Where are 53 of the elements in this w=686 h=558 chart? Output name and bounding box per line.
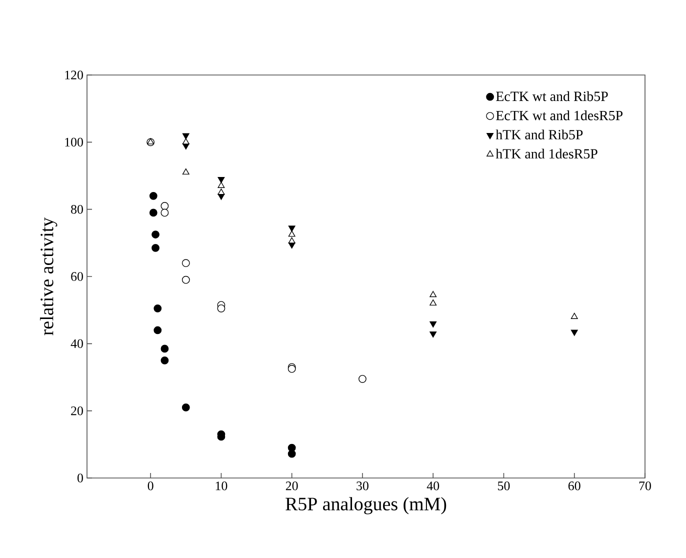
- x-tick-label: 20: [286, 482, 298, 490]
- legend-label: EcTK wt and 1desR5P: [496, 110, 623, 120]
- legend-label: hTK and Rib5P: [496, 130, 583, 140]
- point: [182, 276, 190, 284]
- y-tick-label: 120: [65, 70, 83, 80]
- y-axis-title: relative activity: [40, 217, 58, 336]
- point: [154, 304, 162, 312]
- point: [152, 230, 160, 238]
- point: [570, 330, 578, 336]
- legend-label: EcTK wt and Rib5P: [496, 91, 608, 102]
- point: [288, 226, 296, 232]
- x-tick-label: 10: [216, 482, 228, 490]
- x-tick-label: 0: [148, 482, 154, 490]
- point: [430, 299, 437, 306]
- point: [152, 244, 160, 252]
- y-tick-label: 80: [71, 204, 83, 214]
- y-tick-label: 20: [71, 406, 83, 416]
- point: [288, 450, 296, 458]
- x-tick-label: 60: [568, 482, 580, 490]
- point: [182, 259, 190, 268]
- point: [160, 202, 169, 210]
- point: [182, 168, 190, 175]
- point: [182, 404, 190, 412]
- point: [218, 182, 225, 188]
- point: [288, 237, 296, 244]
- point: [182, 138, 190, 144]
- point: [160, 344, 169, 353]
- point: [182, 133, 190, 140]
- y-tick-label: 100: [65, 138, 83, 147]
- point: [217, 304, 226, 312]
- point: [570, 312, 578, 319]
- x-tick-label: 70: [639, 482, 651, 490]
- point: [358, 374, 366, 383]
- x-tick-label: 30: [356, 482, 368, 490]
- point: [288, 230, 296, 237]
- point: [147, 138, 154, 144]
- point: [160, 356, 169, 364]
- point: [149, 192, 158, 200]
- y-tick-label: 0: [78, 474, 83, 482]
- point: [218, 176, 225, 184]
- point: [430, 291, 437, 298]
- point: [218, 188, 225, 195]
- y-tick-label: 40: [70, 339, 83, 348]
- x-tick-label: 40: [426, 482, 440, 490]
- legend-label: hTK and 1desR5P: [496, 148, 598, 159]
- point: [160, 208, 169, 217]
- point: [430, 331, 437, 338]
- x-axis-title: R5P analogues (mM): [286, 497, 446, 514]
- point: [430, 321, 437, 328]
- y-tick-label: 60: [71, 272, 83, 281]
- point: [149, 208, 158, 217]
- point: [154, 326, 162, 334]
- x-tick-label: 50: [498, 482, 510, 490]
